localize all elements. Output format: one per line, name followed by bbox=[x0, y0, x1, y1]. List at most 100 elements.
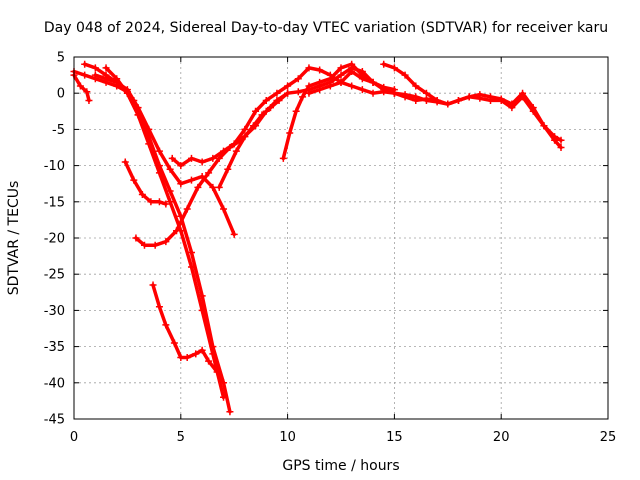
data-point bbox=[209, 183, 217, 191]
data-point bbox=[145, 125, 153, 133]
data-point bbox=[166, 198, 174, 206]
data-point bbox=[412, 93, 420, 101]
data-point bbox=[194, 183, 202, 191]
data-point bbox=[130, 176, 138, 184]
data-point bbox=[422, 89, 430, 97]
data-point bbox=[390, 64, 398, 72]
data-point bbox=[557, 136, 565, 144]
data-point bbox=[348, 82, 356, 90]
data-point bbox=[123, 89, 131, 97]
data-point bbox=[284, 82, 292, 90]
x-tick-label: 20 bbox=[493, 430, 510, 445]
data-point bbox=[168, 154, 176, 162]
data-point bbox=[147, 198, 155, 206]
y-tick-label: 0 bbox=[57, 87, 65, 102]
data-point bbox=[286, 129, 294, 137]
data-point bbox=[444, 100, 452, 108]
data-point bbox=[215, 183, 223, 191]
x-axis-label: GPS time / hours bbox=[282, 458, 399, 474]
data-point bbox=[177, 162, 185, 170]
data-point bbox=[557, 144, 565, 151]
data-point bbox=[230, 140, 238, 148]
data-point bbox=[412, 82, 420, 90]
data-point bbox=[155, 147, 163, 155]
data-point bbox=[294, 75, 302, 83]
y-tick-label: 5 bbox=[57, 51, 65, 66]
data-point bbox=[183, 205, 191, 213]
grid bbox=[74, 57, 608, 419]
y-tick-label: -20 bbox=[44, 232, 65, 247]
data-point bbox=[187, 263, 195, 271]
data-point bbox=[267, 104, 275, 112]
data-point bbox=[220, 205, 228, 213]
data-point bbox=[155, 303, 163, 311]
series-layer bbox=[70, 60, 565, 416]
x-tick-label: 15 bbox=[386, 430, 403, 445]
data-point bbox=[145, 140, 153, 148]
data-point bbox=[358, 71, 366, 79]
series-arc-13 bbox=[381, 62, 563, 150]
data-point bbox=[177, 180, 185, 188]
data-point bbox=[187, 248, 195, 256]
data-point bbox=[134, 111, 142, 119]
data-point bbox=[224, 165, 232, 173]
data-point bbox=[305, 89, 313, 97]
y-tick-label: -35 bbox=[44, 340, 65, 355]
data-point bbox=[170, 339, 178, 347]
data-point bbox=[305, 82, 313, 90]
data-point bbox=[209, 350, 217, 358]
y-tick-label: -30 bbox=[44, 304, 65, 319]
data-point bbox=[401, 91, 409, 99]
chart-title: Day 048 of 2024, Sidereal Day-to-day VTE… bbox=[44, 20, 608, 36]
data-point bbox=[249, 122, 257, 130]
data-point bbox=[155, 198, 163, 206]
data-point bbox=[220, 379, 228, 387]
series-arc-4 bbox=[93, 73, 236, 237]
axis-ticks: 0 5 10 15 20 25 5 0 -5 -10 -15 -20 -25 -30 -35 -40 -45 bbox=[44, 51, 617, 446]
x-tick-label: 25 bbox=[600, 430, 617, 445]
data-point bbox=[275, 96, 283, 104]
data-point bbox=[284, 89, 292, 97]
data-point bbox=[551, 133, 559, 141]
data-point bbox=[292, 107, 300, 115]
data-point bbox=[252, 107, 260, 115]
data-point bbox=[326, 82, 334, 90]
data-point bbox=[76, 82, 84, 90]
data-point bbox=[529, 107, 537, 115]
data-point bbox=[85, 96, 93, 104]
data-point bbox=[299, 93, 307, 101]
data-point bbox=[316, 86, 324, 94]
data-point bbox=[81, 71, 89, 79]
data-point bbox=[140, 241, 148, 249]
data-point bbox=[198, 158, 206, 166]
data-point bbox=[273, 89, 281, 97]
data-point bbox=[205, 169, 213, 177]
data-point bbox=[151, 241, 159, 249]
data-point bbox=[83, 88, 91, 96]
data-point bbox=[358, 86, 366, 94]
data-point bbox=[132, 234, 140, 242]
data-point bbox=[91, 71, 99, 79]
data-point bbox=[183, 353, 191, 361]
data-point bbox=[209, 154, 217, 162]
data-point bbox=[162, 200, 170, 208]
data-point bbox=[487, 96, 495, 104]
data-point bbox=[337, 64, 345, 72]
data-point bbox=[155, 169, 163, 177]
data-point bbox=[508, 104, 516, 112]
data-point bbox=[138, 191, 146, 199]
data-point bbox=[390, 89, 398, 97]
data-point bbox=[220, 147, 228, 155]
data-point bbox=[91, 64, 99, 72]
series-arc-1 bbox=[72, 73, 91, 103]
data-point bbox=[262, 96, 270, 104]
data-point bbox=[337, 78, 345, 86]
data-point bbox=[205, 357, 213, 365]
data-point bbox=[279, 154, 287, 162]
x-tick-label: 0 bbox=[70, 430, 78, 445]
data-point bbox=[177, 353, 185, 361]
data-point bbox=[213, 368, 221, 376]
data-point bbox=[422, 96, 430, 104]
data-point bbox=[173, 227, 181, 235]
data-point bbox=[166, 165, 174, 173]
